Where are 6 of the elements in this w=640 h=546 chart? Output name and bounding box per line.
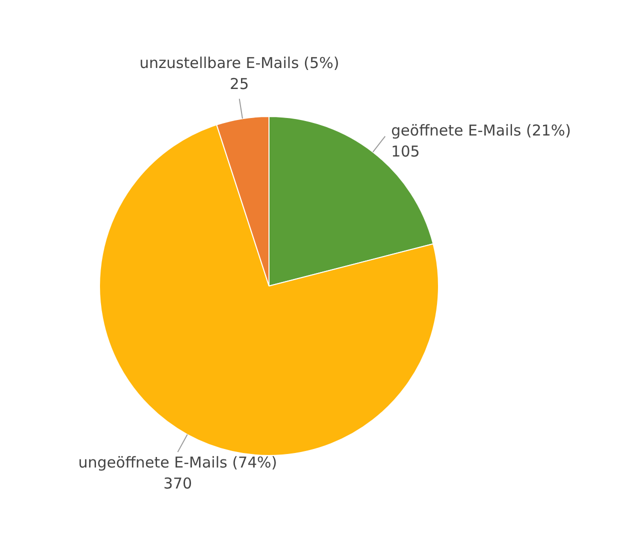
data-label: 105 xyxy=(391,142,420,161)
slice-label: ungeöffnete E-Mails (74%) xyxy=(78,453,278,472)
data-label: 370 xyxy=(163,474,192,492)
slice-label: unzustellbare E-Mails (5%) xyxy=(140,54,340,72)
slice-label: geöffnete E-Mails (21%) xyxy=(391,122,572,140)
data-label: 25 xyxy=(230,75,249,94)
